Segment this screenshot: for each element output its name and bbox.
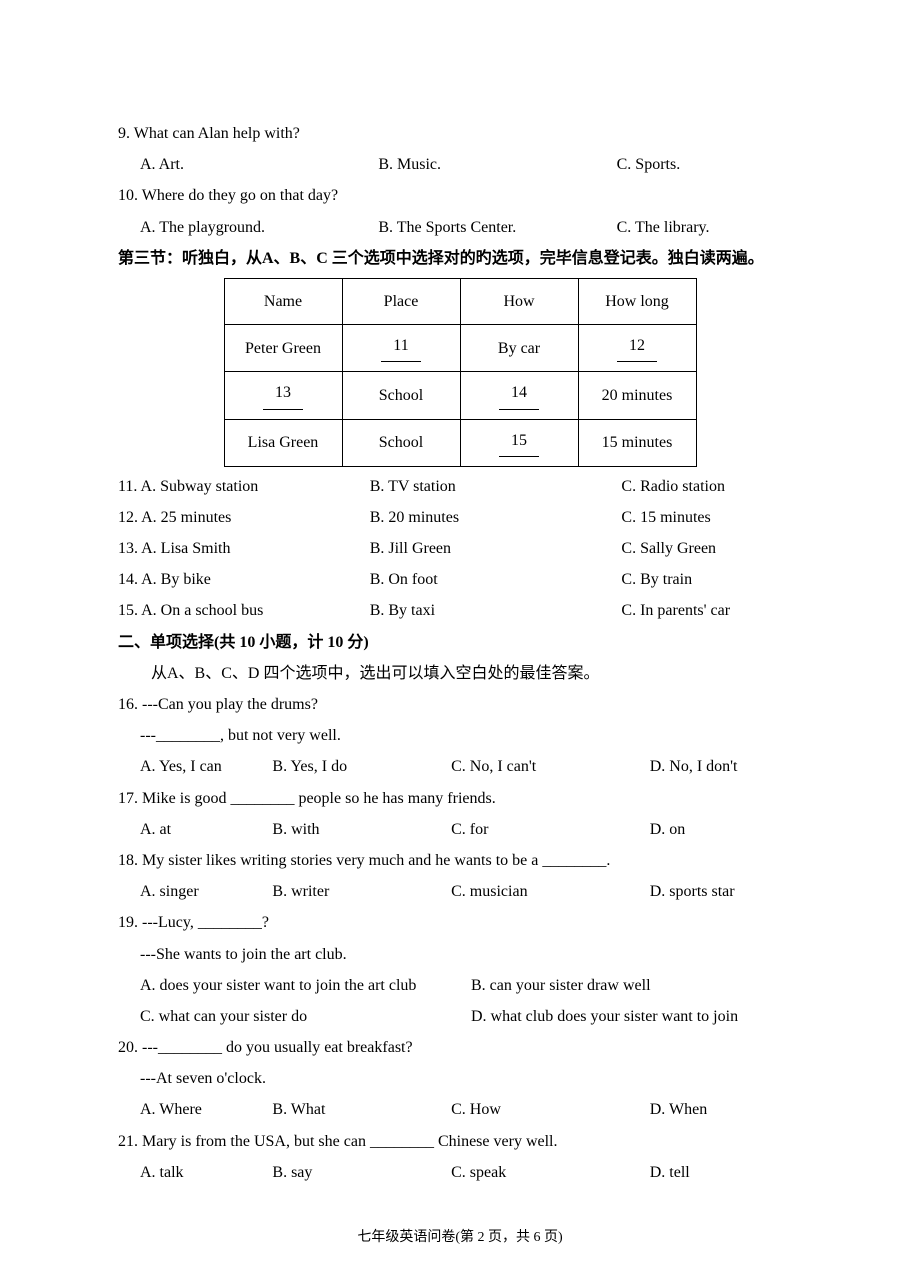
q20-opt-a: A. Where	[140, 1094, 272, 1125]
q12-options: 12. A. 25 minutes B. 20 minutes C. 15 mi…	[118, 502, 802, 533]
cell-r3c1: Lisa Green	[224, 419, 342, 466]
q18-l1: 18. My sister likes writing stories very…	[118, 845, 802, 876]
cell-r1c4: 12	[578, 325, 696, 372]
table-row: Lisa Green School 15 15 minutes	[224, 419, 696, 466]
q21-options: A. talk B. say C. speak D. tell	[118, 1157, 802, 1188]
q11-opt-c: C. Radio station	[621, 471, 802, 502]
q16-opt-b: B. Yes, I do	[272, 751, 451, 782]
q15-opt-b: B. By taxi	[370, 595, 622, 626]
q17-l1: 17. Mike is good ________ people so he h…	[118, 783, 802, 814]
q15-opt-a: 15. A. On a school bus	[118, 595, 370, 626]
q20-opt-b: B. What	[272, 1094, 451, 1125]
q12-opt-a: 12. A. 25 minutes	[118, 502, 370, 533]
q11-options: 11. A. Subway station B. TV station C. R…	[118, 471, 802, 502]
q18-opt-a: A. singer	[140, 876, 272, 907]
section2-sub: 从A、B、C、D 四个选项中，选出可以填入空白处的最佳答案。	[118, 658, 802, 689]
th-howlong: How long	[578, 278, 696, 324]
q16-opt-c: C. No, I can't	[451, 751, 650, 782]
q12-opt-c: C. 15 minutes	[621, 502, 802, 533]
q9-text: 9. What can Alan help with?	[118, 118, 802, 149]
q10-opt-b: B. The Sports Center.	[378, 212, 616, 243]
q12-opt-b: B. 20 minutes	[370, 502, 622, 533]
section2-title: 二、单项选择(共 10 小题，计 10 分)	[118, 627, 802, 658]
q16-opt-a: A. Yes, I can	[140, 751, 272, 782]
q17-opt-b: B. with	[272, 814, 451, 845]
q13-opt-a: 13. A. Lisa Smith	[118, 533, 370, 564]
cell-r3c3: 15	[460, 419, 578, 466]
q10-opt-a: A. The playground.	[140, 212, 378, 243]
table-row: 13 School 14 20 minutes	[224, 372, 696, 419]
cell-r3c2: School	[342, 419, 460, 466]
q20-opt-d: D. When	[650, 1094, 802, 1125]
q21-opt-d: D. tell	[650, 1157, 802, 1188]
q9-opt-c: C. Sports.	[617, 149, 802, 180]
q19-opt-a: A. does your sister want to join the art…	[140, 970, 471, 1001]
q21-opt-b: B. say	[272, 1157, 451, 1188]
q10-text: 10. Where do they go on that day?	[118, 180, 802, 211]
q18-options: A. singer B. writer C. musician D. sport…	[118, 876, 802, 907]
q19-options-cd: C. what can your sister do D. what club …	[118, 1001, 802, 1032]
section3-title: 第三节：听独白，从A、B、C 三个选项中选择对的旳选项，完毕信息登记表。独白读两…	[118, 243, 802, 274]
q16-options: A. Yes, I can B. Yes, I do C. No, I can'…	[118, 751, 802, 782]
page-footer: 七年级英语问卷(第 2 页，共 6 页)	[118, 1224, 802, 1251]
q20-l2: ---At seven o'clock.	[118, 1063, 802, 1094]
table-row: Peter Green 11 By car 12	[224, 325, 696, 372]
q19-l1: 19. ---Lucy, ________?	[118, 907, 802, 938]
q19-options-ab: A. does your sister want to join the art…	[118, 970, 802, 1001]
cell-r2c4: 20 minutes	[578, 372, 696, 419]
q13-opt-b: B. Jill Green	[370, 533, 622, 564]
q20-options: A. Where B. What C. How D. When	[118, 1094, 802, 1125]
cell-r2c2: School	[342, 372, 460, 419]
th-how: How	[460, 278, 578, 324]
q11-opt-b: B. TV station	[370, 471, 622, 502]
q20-l1: 20. ---________ do you usually eat break…	[118, 1032, 802, 1063]
q15-options: 15. A. On a school bus B. By taxi C. In …	[118, 595, 802, 626]
info-table: Name Place How How long Peter Green 11 B…	[224, 278, 697, 467]
q19-l2: ---She wants to join the art club.	[118, 939, 802, 970]
th-name: Name	[224, 278, 342, 324]
q10-opt-c: C. The library.	[617, 212, 802, 243]
q16-l2: ---________, but not very well.	[118, 720, 802, 751]
q13-opt-c: C. Sally Green	[621, 533, 802, 564]
q19-opt-d: D. what club does your sister want to jo…	[471, 1001, 802, 1032]
q19-opt-b: B. can your sister draw well	[471, 970, 802, 1001]
q21-opt-c: C. speak	[451, 1157, 650, 1188]
q17-opt-c: C. for	[451, 814, 650, 845]
q9-options: A. Art. B. Music. C. Sports.	[118, 149, 802, 180]
q9-opt-a: A. Art.	[140, 149, 378, 180]
q20-opt-c: C. How	[451, 1094, 650, 1125]
q9-opt-b: B. Music.	[378, 149, 616, 180]
q14-options: 14. A. By bike B. On foot C. By train	[118, 564, 802, 595]
th-place: Place	[342, 278, 460, 324]
q17-opt-a: A. at	[140, 814, 272, 845]
cell-r2c1: 13	[224, 372, 342, 419]
q14-opt-c: C. By train	[621, 564, 802, 595]
q15-opt-c: C. In parents' car	[621, 595, 802, 626]
cell-r1c3: By car	[460, 325, 578, 372]
q21-l1: 21. Mary is from the USA, but she can __…	[118, 1126, 802, 1157]
q17-options: A. at B. with C. for D. on	[118, 814, 802, 845]
cell-r3c4: 15 minutes	[578, 419, 696, 466]
q16-opt-d: D. No, I don't	[650, 751, 802, 782]
cell-r1c2: 11	[342, 325, 460, 372]
q16-l1: 16. ---Can you play the drums?	[118, 689, 802, 720]
cell-r1c1: Peter Green	[224, 325, 342, 372]
table-header-row: Name Place How How long	[224, 278, 696, 324]
q14-opt-b: B. On foot	[370, 564, 622, 595]
q17-opt-d: D. on	[650, 814, 802, 845]
cell-r2c3: 14	[460, 372, 578, 419]
q21-opt-a: A. talk	[140, 1157, 272, 1188]
q13-options: 13. A. Lisa Smith B. Jill Green C. Sally…	[118, 533, 802, 564]
q19-opt-c: C. what can your sister do	[140, 1001, 471, 1032]
q18-opt-b: B. writer	[272, 876, 451, 907]
q10-options: A. The playground. B. The Sports Center.…	[118, 212, 802, 243]
q18-opt-c: C. musician	[451, 876, 650, 907]
q14-opt-a: 14. A. By bike	[118, 564, 370, 595]
q11-opt-a: 11. A. Subway station	[118, 471, 370, 502]
q18-opt-d: D. sports star	[650, 876, 802, 907]
